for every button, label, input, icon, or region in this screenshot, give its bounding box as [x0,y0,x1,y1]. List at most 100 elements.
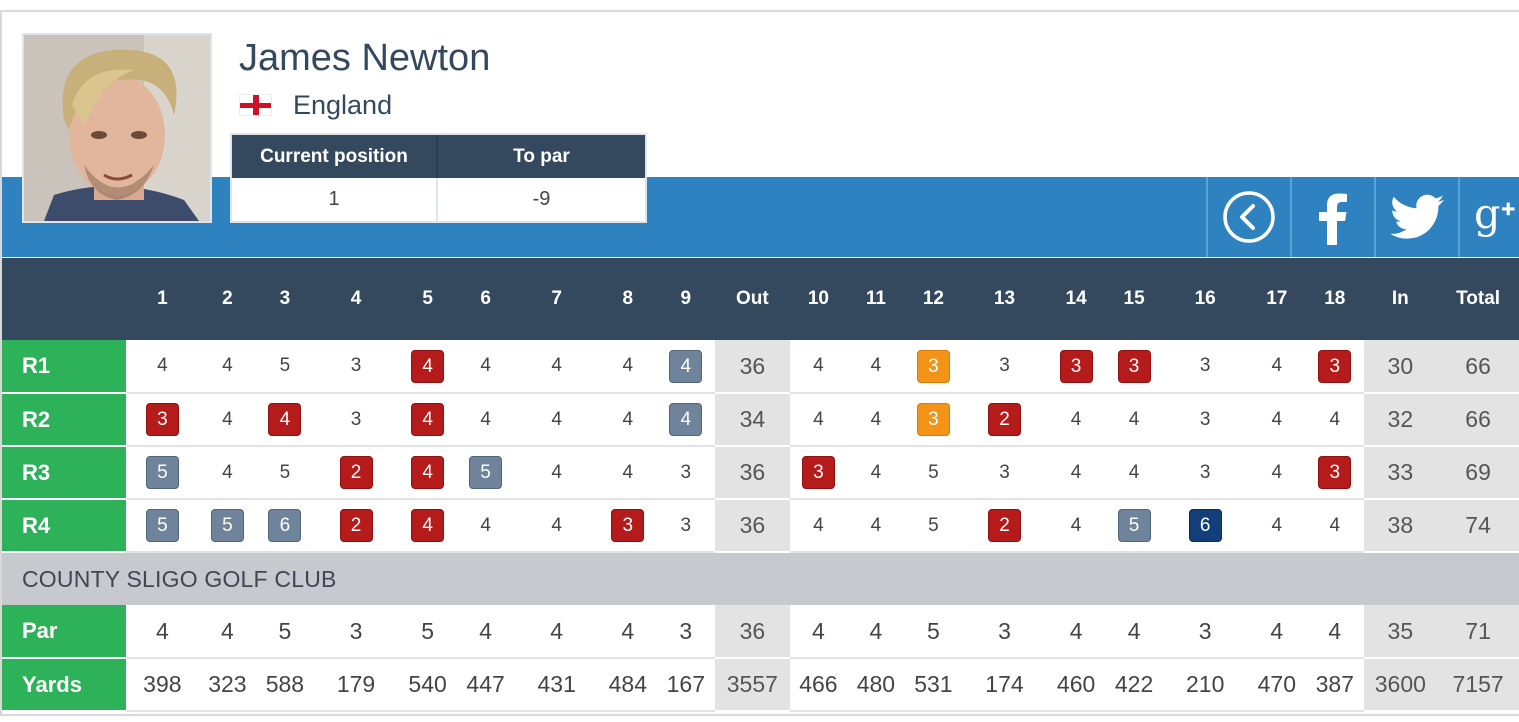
double-bogey-badge: 6 [1188,509,1222,542]
hole-score-cell: 5 [126,446,199,500]
birdie-badge: 4 [411,456,445,489]
bogey-badge: 5 [145,456,179,489]
round-total: 74 [1437,499,1519,553]
par-cell: 4 [1046,605,1106,659]
birdie-badge: 3 [1318,456,1352,489]
hole-score-cell: 4 [456,340,515,394]
google-plus-share-button[interactable]: g [1458,177,1519,257]
hole-score-cell: 4 [847,499,905,553]
par-row: Par 4 4 5 3 5 4 4 4 3 36 4 4 5 3 4 4 3 4 4 35 71 [2,605,1519,659]
hole-score-cell: 4 [656,393,716,447]
google-plus-icon: g [1474,190,1515,238]
hole-score-cell: 4 [599,393,657,447]
hole-score-cell: 3 [904,393,963,447]
hole-header-8: 8 [599,258,657,340]
yards-in-total: 3600 [1363,658,1438,712]
yards-cell: 470 [1247,658,1307,712]
hole-header-10: 10 [789,258,848,340]
hole-score-cell: 4 [1306,393,1364,447]
hole-header-in: In [1363,258,1438,340]
birdie-badge: 2 [339,456,373,489]
hole-header-18: 18 [1306,258,1364,340]
hole-score-cell: 4 [847,446,905,500]
birdie-badge: 3 [1117,349,1151,383]
in-total: 32 [1363,393,1438,447]
hole-score-cell: 4 [456,393,515,447]
position-value: 1 [232,178,438,221]
yards-cell: 447 [456,658,515,712]
hole-score-cell: 3 [1306,340,1364,394]
yards-label: Yards [2,658,127,712]
par-label: Par [2,605,127,659]
svg-text:g: g [1474,190,1501,238]
facebook-share-button[interactable] [1290,177,1374,257]
round-label: R2 [2,393,127,447]
par-cell: 5 [256,605,314,659]
to-par-header: To par [513,145,570,167]
bogey-badge: 6 [268,509,302,542]
birdie-badge: 3 [1318,349,1352,383]
par-cell: 4 [599,605,657,659]
yards-cell: 210 [1162,658,1248,712]
hole-header-2: 2 [198,258,257,340]
hole-score-cell: 4 [1046,499,1106,553]
bogey-badge: 5 [1117,509,1151,542]
course-name: COUNTY SLIGO GOLF CLUB [2,552,1519,605]
hole-score-cell: 4 [847,393,905,447]
par-cell: 3 [656,605,716,659]
hole-score-cell: 4 [1105,446,1163,500]
hole-score-cell: 6 [256,499,314,553]
hole-header-14: 14 [1046,258,1106,340]
hole-score-cell: 4 [198,446,257,500]
back-button[interactable] [1206,177,1290,257]
yards-cell: 398 [126,658,199,712]
out-total: 36 [715,446,790,500]
hole-header-9: 9 [656,258,716,340]
hole-score-cell: 3 [962,340,1047,394]
par-cell: 4 [789,605,848,659]
par-cell: 5 [904,605,963,659]
in-total: 38 [1363,499,1438,553]
par-cell: 3 [313,605,399,659]
yards-cell: 460 [1046,658,1106,712]
hole-score-cell: 5 [904,499,963,553]
hole-header-total: Total [1437,258,1519,340]
par-grand-total: 71 [1437,605,1519,659]
par-cell: 4 [1306,605,1364,659]
hole-score-cell: 4 [398,446,457,500]
hole-score-cell: 4 [1247,499,1307,553]
facebook-icon [1319,193,1347,245]
hole-header-16: 16 [1162,258,1248,340]
par-out-total: 36 [715,605,790,659]
yards-cell: 174 [962,658,1047,712]
eagle-badge: 3 [916,403,950,436]
hole-score-cell: 3 [126,393,199,447]
hole-header-11: 11 [847,258,905,340]
par-cell: 3 [1162,605,1248,659]
hole-score-cell: 2 [962,499,1047,553]
birdie-badge: 4 [411,349,445,383]
hole-score-cell: 5 [198,499,257,553]
round-total: 66 [1437,340,1519,394]
hole-score-cell: 3 [1105,340,1163,394]
hole-score-cell: 4 [599,340,657,394]
hole-score-cell: 4 [514,499,600,553]
twitter-share-button[interactable] [1374,177,1458,257]
hole-score-cell: 4 [456,499,515,553]
hole-header-12: 12 [904,258,963,340]
player-photo [22,33,212,223]
hole-header-7: 7 [514,258,600,340]
par-cell: 4 [198,605,257,659]
hole-score-cell: 2 [313,446,399,500]
hole-score-cell: 4 [514,446,600,500]
hole-score-cell: 3 [656,499,716,553]
yards-cell: 480 [847,658,905,712]
out-total: 36 [715,340,790,394]
hole-score-cell: 4 [1247,393,1307,447]
position-header: Current position [232,135,438,178]
yards-cell: 323 [198,658,257,712]
hole-score-cell: 3 [904,340,963,394]
hole-score-cell: 4 [514,393,600,447]
hole-score-cell: 4 [398,340,457,394]
hole-header-5: 5 [398,258,457,340]
